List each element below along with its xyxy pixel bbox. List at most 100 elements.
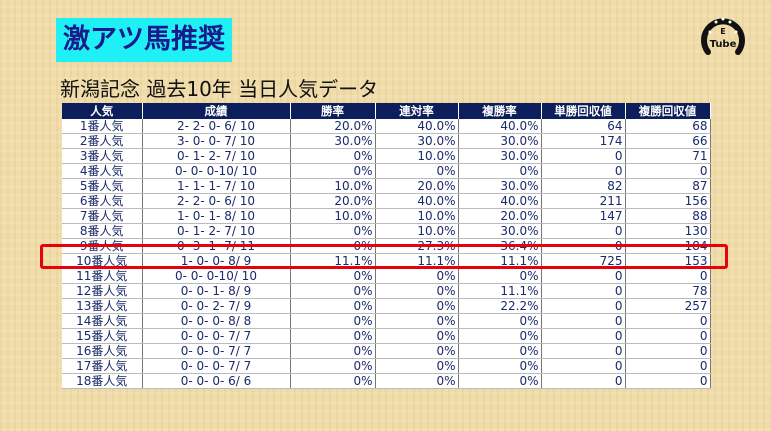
table-cell: 6番人気 (62, 193, 143, 209)
table-row: 7番人気 1- 0- 1- 8/ 10 10.0% 10.0% 20.0% 147 88 (62, 208, 711, 224)
table-cell: 18番人気 (62, 373, 143, 389)
table-cell: 11番人気 (62, 268, 143, 284)
table-cell: 15番人気 (62, 328, 143, 344)
table-cell: 3番人気 (62, 148, 143, 164)
table-cell: 20.0% (375, 178, 459, 194)
table-cell: 30.0% (458, 133, 542, 149)
table-row: 8番人気 0- 1- 2- 7/ 10 0% 10.0% 30.0% 0 130 (62, 223, 711, 239)
highlight-box-row-9 (40, 244, 728, 269)
column-header: 複勝率 (458, 103, 542, 119)
table-row: 6番人気 2- 2- 0- 6/ 10 20.0% 40.0% 40.0% 211 156 (62, 193, 711, 209)
table-cell: 0% (290, 283, 376, 299)
table-row: 14番人気 0- 0- 0- 8/ 8 0% 0% 0% 0 0 (62, 313, 711, 329)
table-cell: 0- 0- 0- 7/ 7 (142, 358, 291, 374)
table-cell: 71 (625, 148, 711, 164)
table-cell: 0% (458, 313, 542, 329)
table-cell: 0% (375, 268, 459, 284)
table-cell: 0% (290, 163, 376, 179)
column-header: 複勝回収値 (625, 103, 711, 119)
table-row: 15番人気 0- 0- 0- 7/ 7 0% 0% 0% 0 0 (62, 328, 711, 344)
table-cell: 40.0% (375, 193, 459, 209)
table-row: 18番人気 0- 0- 0- 6/ 6 0% 0% 0% 0 0 (62, 373, 711, 389)
table-row: 11番人気 0- 0- 0-10/ 10 0% 0% 0% 0 0 (62, 268, 711, 284)
table-cell: 10.0% (375, 148, 459, 164)
table-cell: 3- 0- 0- 7/ 10 (142, 133, 291, 149)
table-cell: 174 (541, 133, 626, 149)
table-row: 4番人気 0- 0- 0-10/ 10 0% 0% 0% 0 0 (62, 163, 711, 179)
horseshoe-logo-icon: E Tube (701, 17, 745, 55)
table-cell: 0 (541, 163, 626, 179)
table-cell: 257 (625, 298, 711, 314)
table-cell: 0% (375, 283, 459, 299)
table-cell: 30.0% (458, 178, 542, 194)
table-cell: 0- 0- 0- 6/ 6 (142, 373, 291, 389)
table-cell: 0% (375, 328, 459, 344)
table-cell: 11.1% (458, 283, 542, 299)
table-cell: 11.1% (458, 253, 542, 269)
table-cell: 0 (541, 298, 626, 314)
table-cell: 0 (541, 283, 626, 299)
table-cell: 0- 1- 2- 7/ 10 (142, 148, 291, 164)
table-cell: 40.0% (458, 193, 542, 209)
table-cell: 40.0% (458, 119, 542, 134)
table-cell: 0- 0- 0-10/ 10 (142, 268, 291, 284)
table-cell: 0% (458, 328, 542, 344)
table-cell: 78 (625, 283, 711, 299)
column-header: 勝率 (290, 103, 376, 119)
table-row: 17番人気 0- 0- 0- 7/ 7 0% 0% 0% 0 0 (62, 358, 711, 374)
table-cell: 4番人気 (62, 163, 143, 179)
table-cell: 0% (458, 373, 542, 389)
table-cell: 17番人気 (62, 358, 143, 374)
table-cell: 147 (541, 208, 626, 224)
table-cell: 10.0% (290, 178, 376, 194)
table-cell: 0% (375, 313, 459, 329)
table-cell: 1- 0- 1- 8/ 10 (142, 208, 291, 224)
table-cell: 0% (290, 358, 376, 374)
table-cell: 0% (290, 223, 376, 239)
table-cell: 10.0% (375, 223, 459, 239)
table-cell: 82 (541, 178, 626, 194)
table-cell: 0 (625, 313, 711, 329)
table-cell: 0- 0- 0- 7/ 7 (142, 343, 291, 359)
table-cell: 10.0% (375, 208, 459, 224)
table-cell: 20.0% (458, 208, 542, 224)
table-cell: 30.0% (375, 133, 459, 149)
table-cell: 0% (375, 343, 459, 359)
table-cell: 20.0% (290, 119, 376, 134)
table-cell: 30.0% (458, 223, 542, 239)
table-row: 5番人気 1- 1- 1- 7/ 10 10.0% 20.0% 30.0% 82 87 (62, 178, 711, 194)
table-cell: 2- 2- 0- 6/ 10 (142, 193, 291, 209)
table-cell: 153 (625, 253, 711, 269)
table-cell: 5番人気 (62, 178, 143, 194)
table-cell: 7番人気 (62, 208, 143, 224)
table-cell: 16番人気 (62, 343, 143, 359)
table-cell: 0 (625, 163, 711, 179)
table-row: 1番人気 2- 2- 0- 6/ 10 20.0% 40.0% 40.0% 64 68 (62, 119, 711, 134)
table-cell: 0% (458, 343, 542, 359)
table-row: 10番人気 1- 0- 0- 8/ 9 11.1% 11.1% 11.1% 725 153 (62, 253, 711, 269)
table-cell: 0% (290, 343, 376, 359)
table-cell: 0% (290, 373, 376, 389)
table-cell: 0% (290, 268, 376, 284)
column-header: 連対率 (375, 103, 459, 119)
table-row: 3番人気 0- 1- 2- 7/ 10 0% 10.0% 30.0% 0 71 (62, 148, 711, 164)
table-cell: 22.2% (458, 298, 542, 314)
table-cell: 0% (458, 163, 542, 179)
table-cell: 0% (290, 328, 376, 344)
table-row: 16番人気 0- 0- 0- 7/ 7 0% 0% 0% 0 0 (62, 343, 711, 359)
table-cell: 0- 0- 0- 7/ 7 (142, 328, 291, 344)
table-cell: 68 (625, 119, 711, 134)
table-cell: 88 (625, 208, 711, 224)
svg-text:E: E (720, 27, 725, 36)
table-cell: 0 (541, 223, 626, 239)
table-cell: 0 (625, 358, 711, 374)
table-cell: 0- 0- 1- 8/ 9 (142, 283, 291, 299)
table-cell: 0% (375, 373, 459, 389)
table-cell: 0% (375, 163, 459, 179)
page-title: 激アツ馬推奨 (56, 18, 232, 62)
table-cell: 0 (625, 343, 711, 359)
table-cell: 0% (290, 148, 376, 164)
table-cell: 0 (625, 328, 711, 344)
table-cell: 40.0% (375, 119, 459, 134)
